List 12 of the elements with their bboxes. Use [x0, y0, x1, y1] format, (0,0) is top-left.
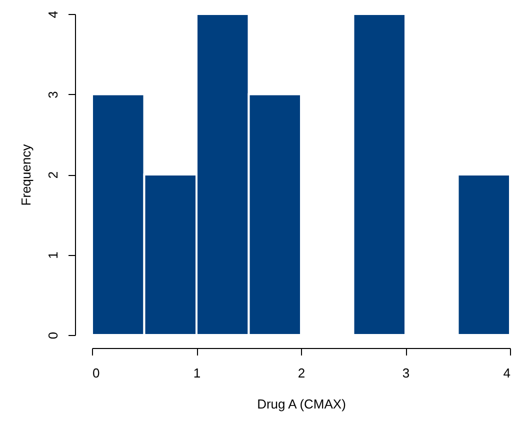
y-tick-label: 2 [46, 171, 60, 179]
y-tick-label: 0 [46, 332, 60, 340]
x-axis-title: Drug A (CMAX) [257, 396, 346, 412]
y-tick-label: 1 [46, 252, 60, 259]
x-tick-label: 0 [92, 366, 100, 380]
x-tick-label: 4 [503, 366, 510, 380]
x-tick-label: 3 [402, 366, 410, 380]
y-tick-label: 3 [46, 91, 60, 98]
y-tick-label: 4 [46, 10, 60, 18]
x-tick-label: 1 [193, 366, 201, 380]
y-axis-title: Frequency [18, 144, 34, 206]
x-tick-label: 2 [298, 366, 306, 380]
